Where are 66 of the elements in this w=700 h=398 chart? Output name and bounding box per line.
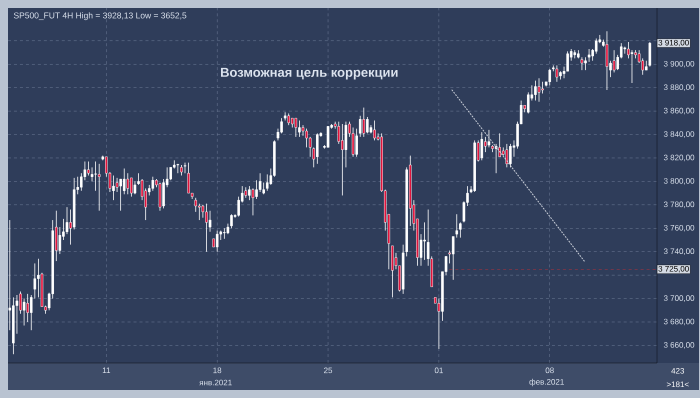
candlestick	[538, 78, 540, 102]
candlestick	[548, 68, 552, 86]
candlestick	[298, 120, 301, 138]
candlestick	[248, 186, 251, 201]
candlestick	[423, 222, 426, 260]
candlestick	[594, 38, 598, 54]
candlestick	[455, 214, 458, 238]
candlestick	[94, 161, 97, 192]
chart-title: SP500_FUT 4H High = 3928,13 Low = 3652,5	[14, 12, 186, 20]
candlestick	[498, 132, 501, 158]
candlestick	[316, 132, 319, 164]
candlestick	[612, 50, 616, 73]
candlestick	[488, 129, 490, 148]
candlestick	[534, 80, 537, 101]
candlestick	[152, 176, 154, 192]
candlestick	[126, 172, 130, 195]
candlestick	[641, 58, 644, 76]
candlestick	[452, 236, 454, 280]
candlestick	[556, 65, 558, 82]
candlestick	[184, 162, 186, 174]
candlestick	[223, 228, 226, 240]
candlestick	[358, 115, 362, 138]
candlestick	[194, 197, 198, 212]
candlestick	[326, 126, 330, 148]
candlestick	[287, 113, 290, 126]
annotation: Возможная цель коррекции	[220, 68, 398, 80]
candlestick	[459, 222, 462, 238]
candlestick	[509, 144, 512, 168]
candlestick	[30, 294, 33, 331]
candlestick	[158, 182, 162, 212]
candlestick	[180, 164, 183, 176]
candlestick	[237, 196, 240, 217]
candlestick	[355, 128, 358, 158]
candlestick	[480, 132, 484, 161]
candlestick	[34, 263, 36, 299]
candlestick	[244, 186, 248, 198]
candlestick	[26, 293, 29, 322]
candlestick	[266, 174, 269, 192]
candlestick	[362, 107, 366, 138]
candlestick	[341, 124, 344, 196]
candlestick	[506, 144, 508, 168]
candlestick	[205, 203, 208, 252]
candlestick	[366, 116, 369, 134]
candlestick	[630, 50, 634, 84]
candlestick	[526, 92, 530, 114]
candlestick	[80, 172, 83, 192]
candlestick	[187, 162, 190, 194]
candlestick	[112, 175, 115, 201]
candlestick	[373, 120, 376, 141]
candlestick	[648, 42, 652, 67]
candlestick	[494, 144, 498, 174]
candlestick	[580, 56, 584, 70]
candlestick	[119, 178, 122, 212]
candlestick	[644, 60, 648, 70]
candlestick	[198, 203, 201, 220]
candlestick	[130, 177, 133, 198]
candlestick	[169, 166, 172, 181]
candlestick	[122, 168, 126, 195]
candlestick	[541, 81, 544, 94]
candlestick	[294, 118, 298, 138]
candlestick	[606, 30, 608, 90]
candlestick	[262, 182, 265, 195]
candlestick	[98, 163, 100, 212]
candlestick	[290, 118, 294, 128]
candlestick	[216, 230, 218, 252]
candlestick	[305, 128, 308, 148]
